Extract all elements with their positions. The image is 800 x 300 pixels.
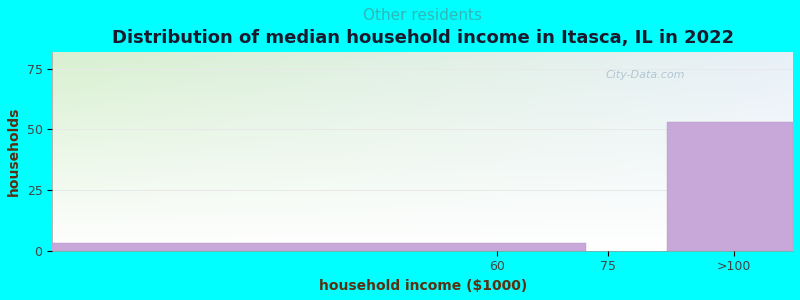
Title: Distribution of median household income in Itasca, IL in 2022: Distribution of median household income … [111, 29, 734, 47]
X-axis label: household income ($1000): household income ($1000) [318, 279, 526, 293]
Text: Other residents: Other residents [363, 8, 482, 22]
Y-axis label: households: households [7, 106, 21, 196]
Bar [667, 122, 793, 251]
Bar [52, 244, 586, 251]
Text: City-Data.com: City-Data.com [605, 70, 685, 80]
